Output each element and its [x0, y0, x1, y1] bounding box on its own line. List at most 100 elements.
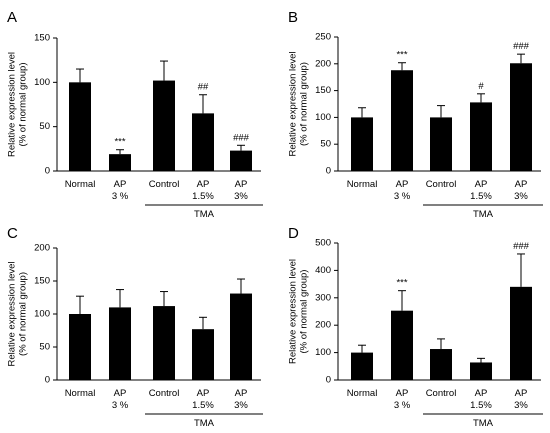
panel-b-y-tick-label: 250: [315, 32, 331, 43]
panel-a-ylabel-line: Relative expression level: [7, 52, 18, 157]
panel-a-y-tick-label: 0: [45, 166, 50, 177]
panel-a-y-tick-label: 100: [34, 77, 50, 88]
panel-b-category-label: AP: [396, 179, 409, 190]
panel-a-y-tick-label: 50: [39, 121, 50, 132]
panel-b-bar: [351, 117, 373, 171]
panel-b-category-label: Control: [426, 179, 457, 190]
panel-d-y-tick-label: 400: [315, 265, 331, 276]
panel-c-category-label: AP: [235, 388, 248, 399]
panel-b-letter: B: [288, 9, 298, 26]
panel-b-bar: [391, 70, 413, 171]
panel-d: D Relative expression level (% of normal g…: [288, 225, 543, 429]
panel-b-bar: [430, 117, 452, 171]
panel-a-significance-label: ***: [114, 137, 125, 148]
panel-c-category-label: 1.5%: [192, 400, 214, 411]
panel-b-category-label: Normal: [347, 179, 378, 190]
panel-d-category-label: 3 %: [394, 400, 411, 411]
panel-a-y-tick-label: 150: [34, 33, 50, 44]
panel-a-category-label: AP: [197, 179, 210, 190]
panel-c-y-tick-label: 200: [34, 243, 50, 254]
panel-d-y-tick-label: 500: [315, 238, 331, 249]
panel-d-significance-label: ***: [396, 278, 407, 289]
panel-a-bar: [109, 154, 131, 171]
panel-c-category-label: Normal: [65, 388, 96, 399]
panel-b-y-tick-label: 150: [315, 85, 331, 96]
panel-c-category-label: Control: [149, 388, 180, 399]
panel-a-category-label: AP: [114, 179, 127, 190]
panel-c-bar: [69, 314, 91, 380]
panel-b: B Relative expression level (% of normal g…: [288, 9, 543, 220]
panel-d-y-tick-label: 0: [326, 375, 331, 386]
panel-d-bar: [391, 310, 413, 380]
panel-c-category-label: 3 %: [112, 400, 129, 411]
panel-d-bar: [510, 286, 532, 380]
panel-a-category-label: 1.5%: [192, 191, 214, 202]
panel-c-category-label: AP: [114, 388, 127, 399]
panel-d-bar: [351, 352, 373, 380]
panel-d-letter: D: [288, 225, 299, 242]
panel-d-category-label: 3%: [514, 400, 528, 411]
panel-c-y-tick-label: 50: [39, 342, 50, 353]
panel-b-significance-label: ***: [396, 50, 407, 61]
panel-b-ylabel-line: Relative expression level: [288, 51, 299, 156]
panel-c-ylabel-line: Relative expression level: [7, 261, 18, 366]
panel-c-ylabel-line: (% of normal group): [18, 272, 29, 356]
panel-d-significance-label: ###: [513, 241, 530, 252]
panel-c-category-label: AP: [197, 388, 210, 399]
panel-c-letter: C: [7, 225, 18, 242]
panel-c-category-label: 3%: [234, 400, 248, 411]
panel-d-ylabel-line: Relative expression level: [288, 259, 299, 364]
panel-c-group-label: TMA: [194, 418, 215, 429]
panel-b-y-tick-label: 200: [315, 58, 331, 69]
panel-a-category-label: AP: [235, 179, 248, 190]
panel-b-bar: [510, 63, 532, 171]
panel-c-y-tick-label: 100: [34, 309, 50, 320]
panel-a-category-label: 3 %: [112, 191, 129, 202]
panel-d-category-label: 1.5%: [470, 400, 492, 411]
panel-d-group-label: TMA: [473, 418, 494, 429]
panel-c: C Relative expression level (% of normal g…: [7, 225, 263, 429]
panel-c-bar: [192, 329, 214, 380]
panel-d-category-label: AP: [475, 388, 488, 399]
panel-d-y-tick-label: 100: [315, 347, 331, 358]
panel-d-ylabel-line: (% of normal group): [299, 270, 310, 354]
panel-c-bar: [230, 293, 252, 380]
panel-a-significance-label: ###: [233, 132, 250, 143]
panel-a-ylabel-line: (% of normal group): [18, 63, 29, 147]
panel-b-category-label: 1.5%: [470, 191, 492, 202]
panel-a-category-label: Normal: [65, 179, 96, 190]
panel-b-significance-label: #: [478, 81, 484, 92]
panel-d-bar: [430, 349, 452, 380]
panel-b-category-label: 3 %: [394, 191, 411, 202]
panel-a-letter: A: [7, 9, 17, 26]
panel-d-category-label: AP: [396, 388, 409, 399]
panel-c-bar: [109, 307, 131, 380]
panel-b-ylabel-line: (% of normal group): [299, 62, 310, 146]
panel-d-category-label: Control: [426, 388, 457, 399]
panel-b-y-tick-label: 50: [320, 139, 331, 150]
panel-b-significance-label: ###: [513, 41, 530, 52]
panel-b-bar: [470, 102, 492, 171]
panel-d-y-tick-label: 300: [315, 292, 331, 303]
panel-b-group-label: TMA: [473, 209, 494, 220]
panel-b-category-label: 3%: [514, 191, 528, 202]
panel-a-category-label: Control: [149, 179, 180, 190]
panel-d-category-label: AP: [515, 388, 528, 399]
panel-c-y-tick-label: 150: [34, 276, 50, 287]
panel-b-category-label: AP: [475, 179, 488, 190]
panel-d-y-tick-label: 200: [315, 320, 331, 331]
panel-a-bar: [230, 150, 252, 171]
panel-b-y-tick-label: 100: [315, 112, 331, 123]
panel-d-category-label: Normal: [347, 388, 378, 399]
panel-a: A Relative expression level (% of normal g…: [7, 9, 263, 220]
panel-a-bar: [192, 113, 214, 171]
panel-a-bar: [69, 82, 91, 171]
panel-a-significance-label: ##: [198, 82, 209, 93]
panel-a-group-label: TMA: [194, 209, 215, 220]
panel-c-y-tick-label: 0: [45, 375, 50, 386]
panel-b-y-tick-label: 0: [326, 166, 331, 177]
panel-d-bar: [470, 362, 492, 380]
panel-a-category-label: 3%: [234, 191, 248, 202]
panel-c-bar: [153, 306, 175, 380]
